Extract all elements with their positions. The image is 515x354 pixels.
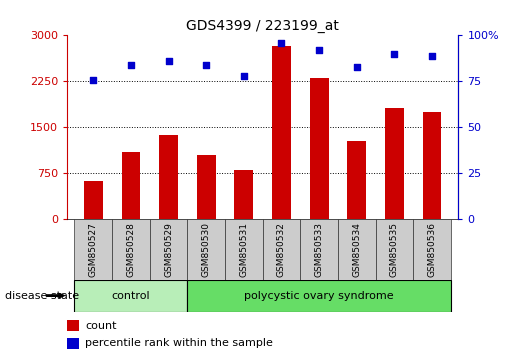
Point [164,58,173,64]
Text: disease state: disease state [5,291,79,301]
Bar [112,219,150,280]
Point [239,73,248,79]
Bar [338,219,375,280]
Bar [385,108,404,219]
Text: GSM850527: GSM850527 [89,222,98,277]
Bar [197,155,216,219]
Bar [122,152,141,219]
Text: control: control [112,291,150,301]
Bar [67,320,79,331]
Point [353,64,361,69]
Text: GSM850529: GSM850529 [164,222,173,277]
Point [390,51,399,57]
Text: count: count [85,321,117,331]
Text: GSM850536: GSM850536 [427,222,437,277]
Bar [347,141,366,219]
Bar [159,135,178,219]
Point [315,47,323,53]
Bar [310,78,329,219]
Point [428,53,436,58]
Point [127,62,135,68]
Text: polycystic ovary syndrome: polycystic ovary syndrome [244,291,394,301]
Bar [187,280,451,312]
Bar [300,219,338,280]
Bar [150,219,187,280]
Bar [234,170,253,219]
Bar [187,219,225,280]
Bar [75,219,112,280]
Bar [75,280,187,312]
Text: GSM850534: GSM850534 [352,222,361,277]
Bar [84,182,102,219]
Text: GSM850531: GSM850531 [239,222,248,277]
Text: GSM850532: GSM850532 [277,222,286,277]
Bar [375,219,413,280]
Title: GDS4399 / 223199_at: GDS4399 / 223199_at [186,19,339,33]
Text: percentile rank within the sample: percentile rank within the sample [85,338,273,348]
Point [202,62,210,68]
Bar [225,219,263,280]
Bar [413,219,451,280]
Text: GSM850533: GSM850533 [315,222,323,277]
Bar [67,338,79,349]
Text: GSM850535: GSM850535 [390,222,399,277]
Bar [272,46,291,219]
Point [278,40,286,46]
Text: GSM850530: GSM850530 [202,222,211,277]
Bar [423,112,441,219]
Point [89,77,97,82]
Bar [263,219,300,280]
Text: GSM850528: GSM850528 [126,222,135,277]
